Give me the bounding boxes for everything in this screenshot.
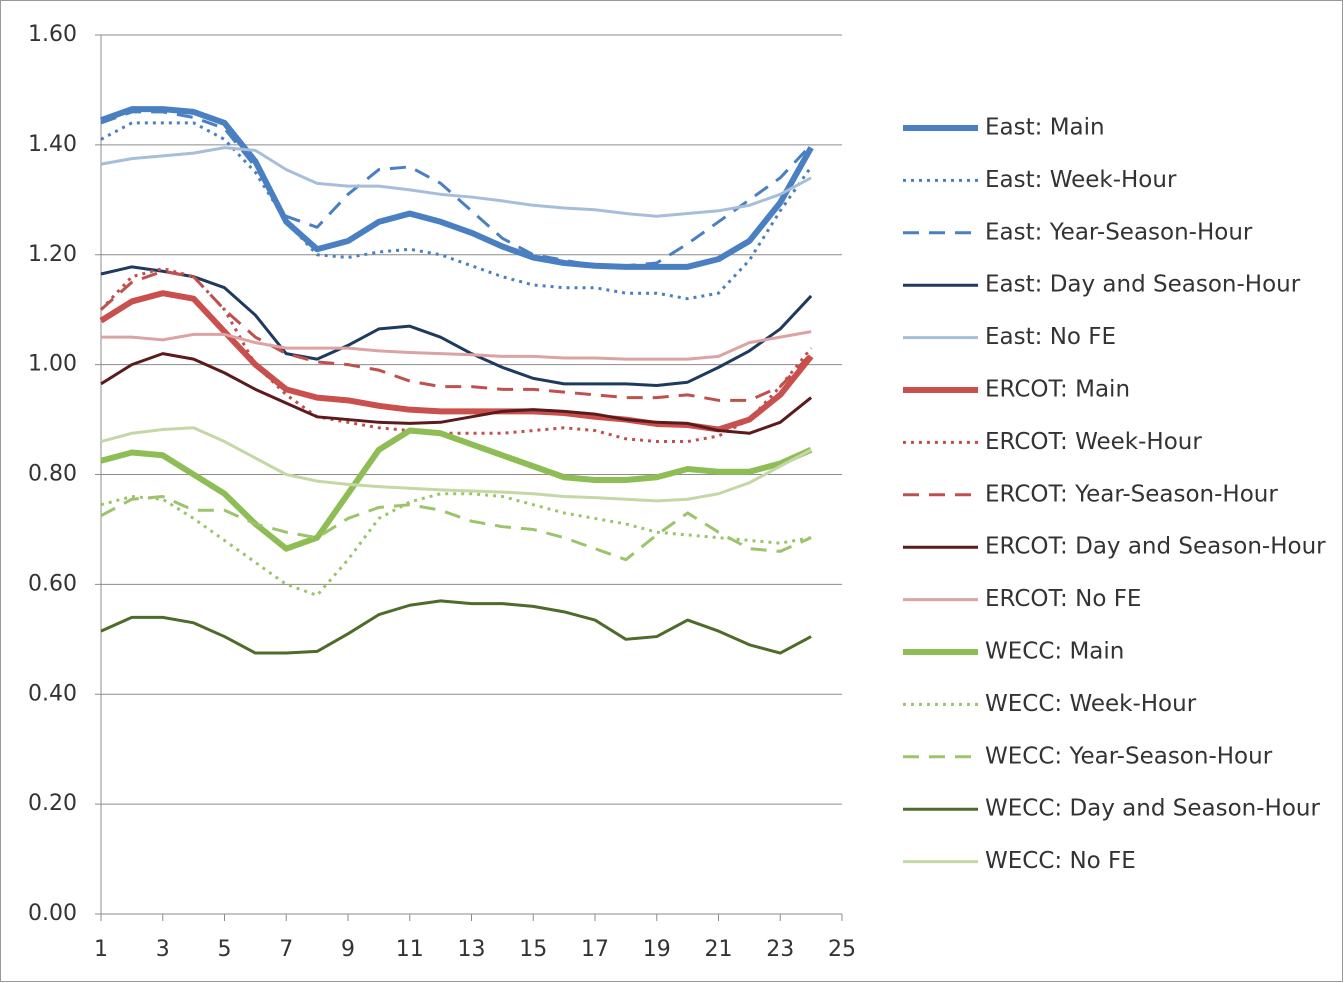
legend-label: ERCOT: Week-Hour <box>985 429 1202 455</box>
x-tick-label: 13 <box>458 937 486 962</box>
legend-label: ERCOT: Main <box>985 377 1130 403</box>
series-line <box>100 492 812 597</box>
y-tick-label: 1.60 <box>28 22 77 47</box>
y-tick-label: 0.40 <box>28 681 77 706</box>
series-line <box>100 599 812 655</box>
legend-label: WECC: Day and Season-Hour <box>985 796 1320 822</box>
legend-label: East: Day and Season-Hour <box>985 272 1301 298</box>
series-line <box>99 106 814 270</box>
x-tick-label: 7 <box>279 937 293 962</box>
legend-label: WECC: Week-Hour <box>985 691 1197 717</box>
y-tick-label: 0.60 <box>28 571 77 596</box>
legend-label: East: No FE <box>985 324 1116 350</box>
y-tick-label: 0.80 <box>28 462 77 487</box>
legend-label: ERCOT: Year-Season-Hour <box>985 481 1278 507</box>
legend-label: WECC: No FE <box>985 848 1136 874</box>
x-tick-label: 23 <box>766 937 794 962</box>
y-tick-label: 1.00 <box>28 352 77 377</box>
series-line <box>100 427 813 552</box>
x-tick-label: 3 <box>156 937 170 962</box>
series-line <box>100 265 813 388</box>
x-tick-label: 1 <box>94 937 108 962</box>
legend-label: WECC: Main <box>985 639 1124 665</box>
legend-label: WECC: Year-Season-Hour <box>985 743 1273 769</box>
series-line <box>100 146 812 218</box>
y-tick-label: 1.40 <box>28 132 77 157</box>
x-tick-label: 25 <box>828 937 856 962</box>
legend-label: East: Main <box>985 115 1105 141</box>
series-line <box>100 110 813 268</box>
y-tick-label: 0.20 <box>28 791 77 816</box>
series-line <box>100 426 812 503</box>
x-tick-label: 21 <box>705 937 733 962</box>
x-tick-label: 9 <box>341 937 355 962</box>
series-line <box>101 330 812 361</box>
x-tick-label: 15 <box>519 937 547 962</box>
legend-label: East: Week-Hour <box>985 167 1177 193</box>
x-tick-label: 11 <box>396 937 424 962</box>
y-tick-label: 1.20 <box>28 242 77 267</box>
series-line <box>100 494 812 562</box>
legend-label: ERCOT: Day and Season-Hour <box>985 534 1326 560</box>
legend-label: East: Year-Season-Hour <box>985 219 1253 245</box>
x-tick-label: 19 <box>643 937 671 962</box>
legend-label: ERCOT: No FE <box>985 586 1141 612</box>
x-tick-label: 17 <box>581 937 609 962</box>
y-tick-label: 0.00 <box>28 901 77 926</box>
series-line <box>100 269 813 402</box>
x-tick-label: 5 <box>218 937 232 962</box>
series-line <box>100 352 813 435</box>
